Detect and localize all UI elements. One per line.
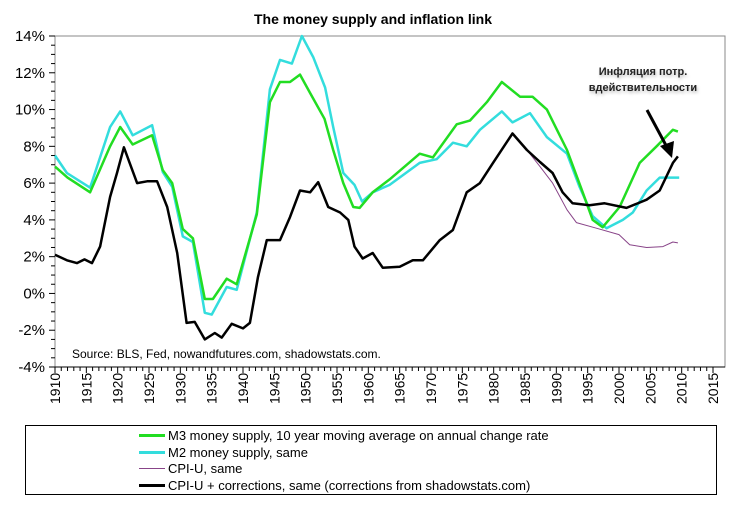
x-tick-label: 1985 (517, 373, 533, 404)
plot-area (54, 35, 726, 368)
series-line-0 (54, 73, 679, 301)
axes: 14% 12% 10% 8% 6% 4% 2% 0% -2% -4%1910 1915 1920 192… (15, 28, 725, 404)
x-tick-label: 2015 (705, 373, 721, 404)
legend-item-m2: M2 money supply, same (139, 444, 308, 461)
x-tick-label: 1970 (423, 373, 439, 404)
y-tick-label: 6% (23, 175, 45, 192)
x-tick-label: 1945 (266, 373, 282, 404)
x-tick-label: 2005 (642, 373, 658, 404)
y-tick-label: 10% (15, 102, 45, 119)
series-line-2 (512, 133, 678, 248)
legend-label-cpi: CPI-U, same (168, 461, 243, 476)
x-tick-label: 1910 (47, 373, 63, 404)
callout-line-1: Инфляция потр. (598, 66, 688, 78)
series-lines (53, 34, 680, 341)
x-tick-label: 1930 (172, 373, 188, 404)
y-tick-label: 12% (15, 65, 45, 82)
x-tick-label: 1925 (141, 373, 157, 404)
y-tick-label: -2% (18, 322, 45, 339)
legend-swatch-m3 (139, 434, 165, 437)
legend-swatch-cpi (139, 468, 165, 469)
x-tick-label: 1995 (580, 373, 596, 404)
x-tick-label: 1940 (235, 373, 251, 404)
x-tick-label: 1960 (360, 373, 376, 404)
x-tick-label: 1950 (298, 373, 314, 404)
y-tick-label: 14% (15, 28, 45, 45)
legend-swatch-cpi-corrected (139, 484, 165, 487)
x-tick-label: 1990 (548, 373, 564, 404)
x-tick-label: 1935 (204, 373, 220, 404)
callout-arrow-icon (645, 109, 674, 158)
legend-item-cpi-corrected: CPI-U + corrections, same (corrections f… (139, 477, 530, 494)
source-annotation: Source: BLS, Fed, nowandfutures.com, sha… (72, 347, 381, 361)
y-tick-label: 0% (23, 285, 45, 302)
y-tick-label: 2% (23, 249, 45, 266)
x-tick-label: 2010 (674, 373, 690, 404)
x-tick-label: 1980 (486, 373, 502, 404)
x-tick-label: 2000 (611, 373, 627, 404)
legend-item-m3: M3 money supply, 10 year moving average … (139, 427, 549, 444)
callout-line-2: вдействительности (588, 82, 698, 94)
legend-item-cpi: CPI-U, same (139, 460, 242, 477)
legend-label-cpi-corrected: CPI-U + corrections, same (corrections f… (168, 478, 531, 493)
x-tick-label: 1920 (110, 373, 126, 404)
legend-swatch-m2 (139, 451, 165, 454)
legend: M3 money supply, 10 year moving average … (25, 425, 717, 495)
chart-title: The money supply and inflation link (254, 11, 492, 27)
x-tick-label: 1965 (392, 373, 408, 404)
callout-annotation: Инфляция потр. вдействительности (578, 64, 708, 96)
y-tick-label: 4% (23, 212, 45, 229)
y-tick-label: 8% (23, 138, 45, 155)
series-line-3 (54, 132, 679, 341)
x-tick-label: 1915 (78, 373, 94, 404)
legend-label-m3: M3 money supply, 10 year moving average … (168, 428, 549, 443)
y-tick-label: -4% (18, 359, 45, 376)
x-tick-label: 1975 (454, 373, 470, 404)
x-tick-label: 1955 (329, 373, 345, 404)
legend-label-m2: M2 money supply, same (168, 445, 308, 460)
chart: The money supply and inflation link 14%1… (15, 11, 726, 404)
